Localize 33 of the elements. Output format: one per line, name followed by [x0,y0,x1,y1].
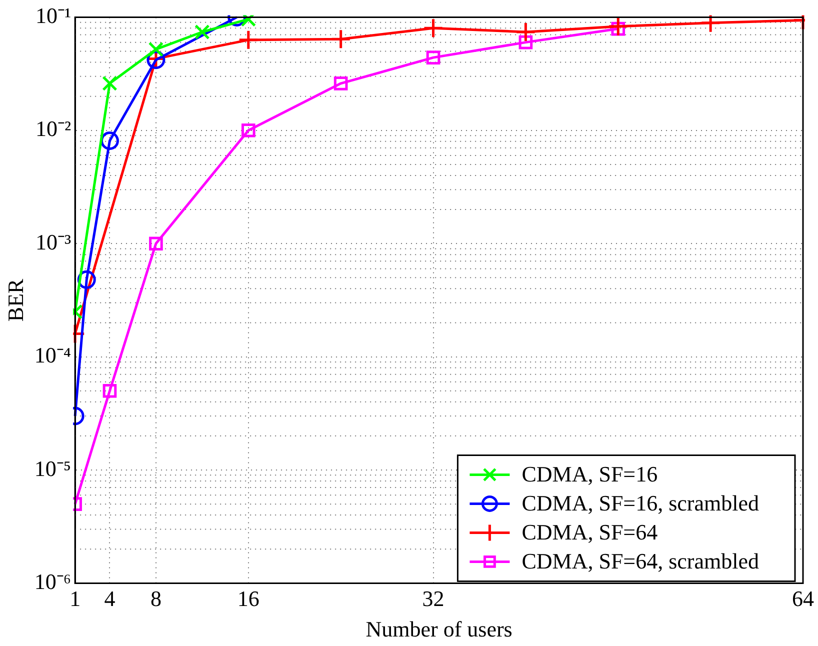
point [515,22,536,42]
legend-label: CDMA, SF=16 [522,461,658,486]
point [608,16,628,37]
point [194,24,210,40]
point [148,42,164,57]
y-tick-label: 10⁻⁵ [34,456,72,481]
x-tick-label: 8 [150,586,162,612]
x-tick-label: 16 [237,586,260,612]
point [330,28,352,50]
point [102,76,118,92]
point [241,123,256,138]
x-axis-title: Number of users [366,616,512,642]
y-tick-label: 10⁻¹ [35,2,72,28]
y-tick-label: 10⁻² [35,116,72,142]
legend-label: CDMA, SF=64, scrambled [522,548,759,574]
y-axis-title: BER [2,278,28,322]
point [102,384,117,398]
point [518,35,533,50]
legend-label: CDMA, SF=16, scrambled [522,490,759,516]
y-tick-label: 10⁻⁶ [34,568,72,594]
point [334,76,348,90]
point [149,236,163,251]
x-tick-label: 4 [104,586,116,612]
y-tick-label: 10⁻⁴ [34,342,72,368]
point [700,15,721,34]
point [423,18,444,38]
point [426,50,440,64]
x-tick-label: 64 [792,586,814,612]
x-tick-label: 1 [70,586,81,612]
legend-label: CDMA, SF=64 [522,519,658,544]
point [238,30,259,50]
x-tick-label: 32 [422,586,444,612]
y-tick-label: 10⁻³ [35,229,72,254]
